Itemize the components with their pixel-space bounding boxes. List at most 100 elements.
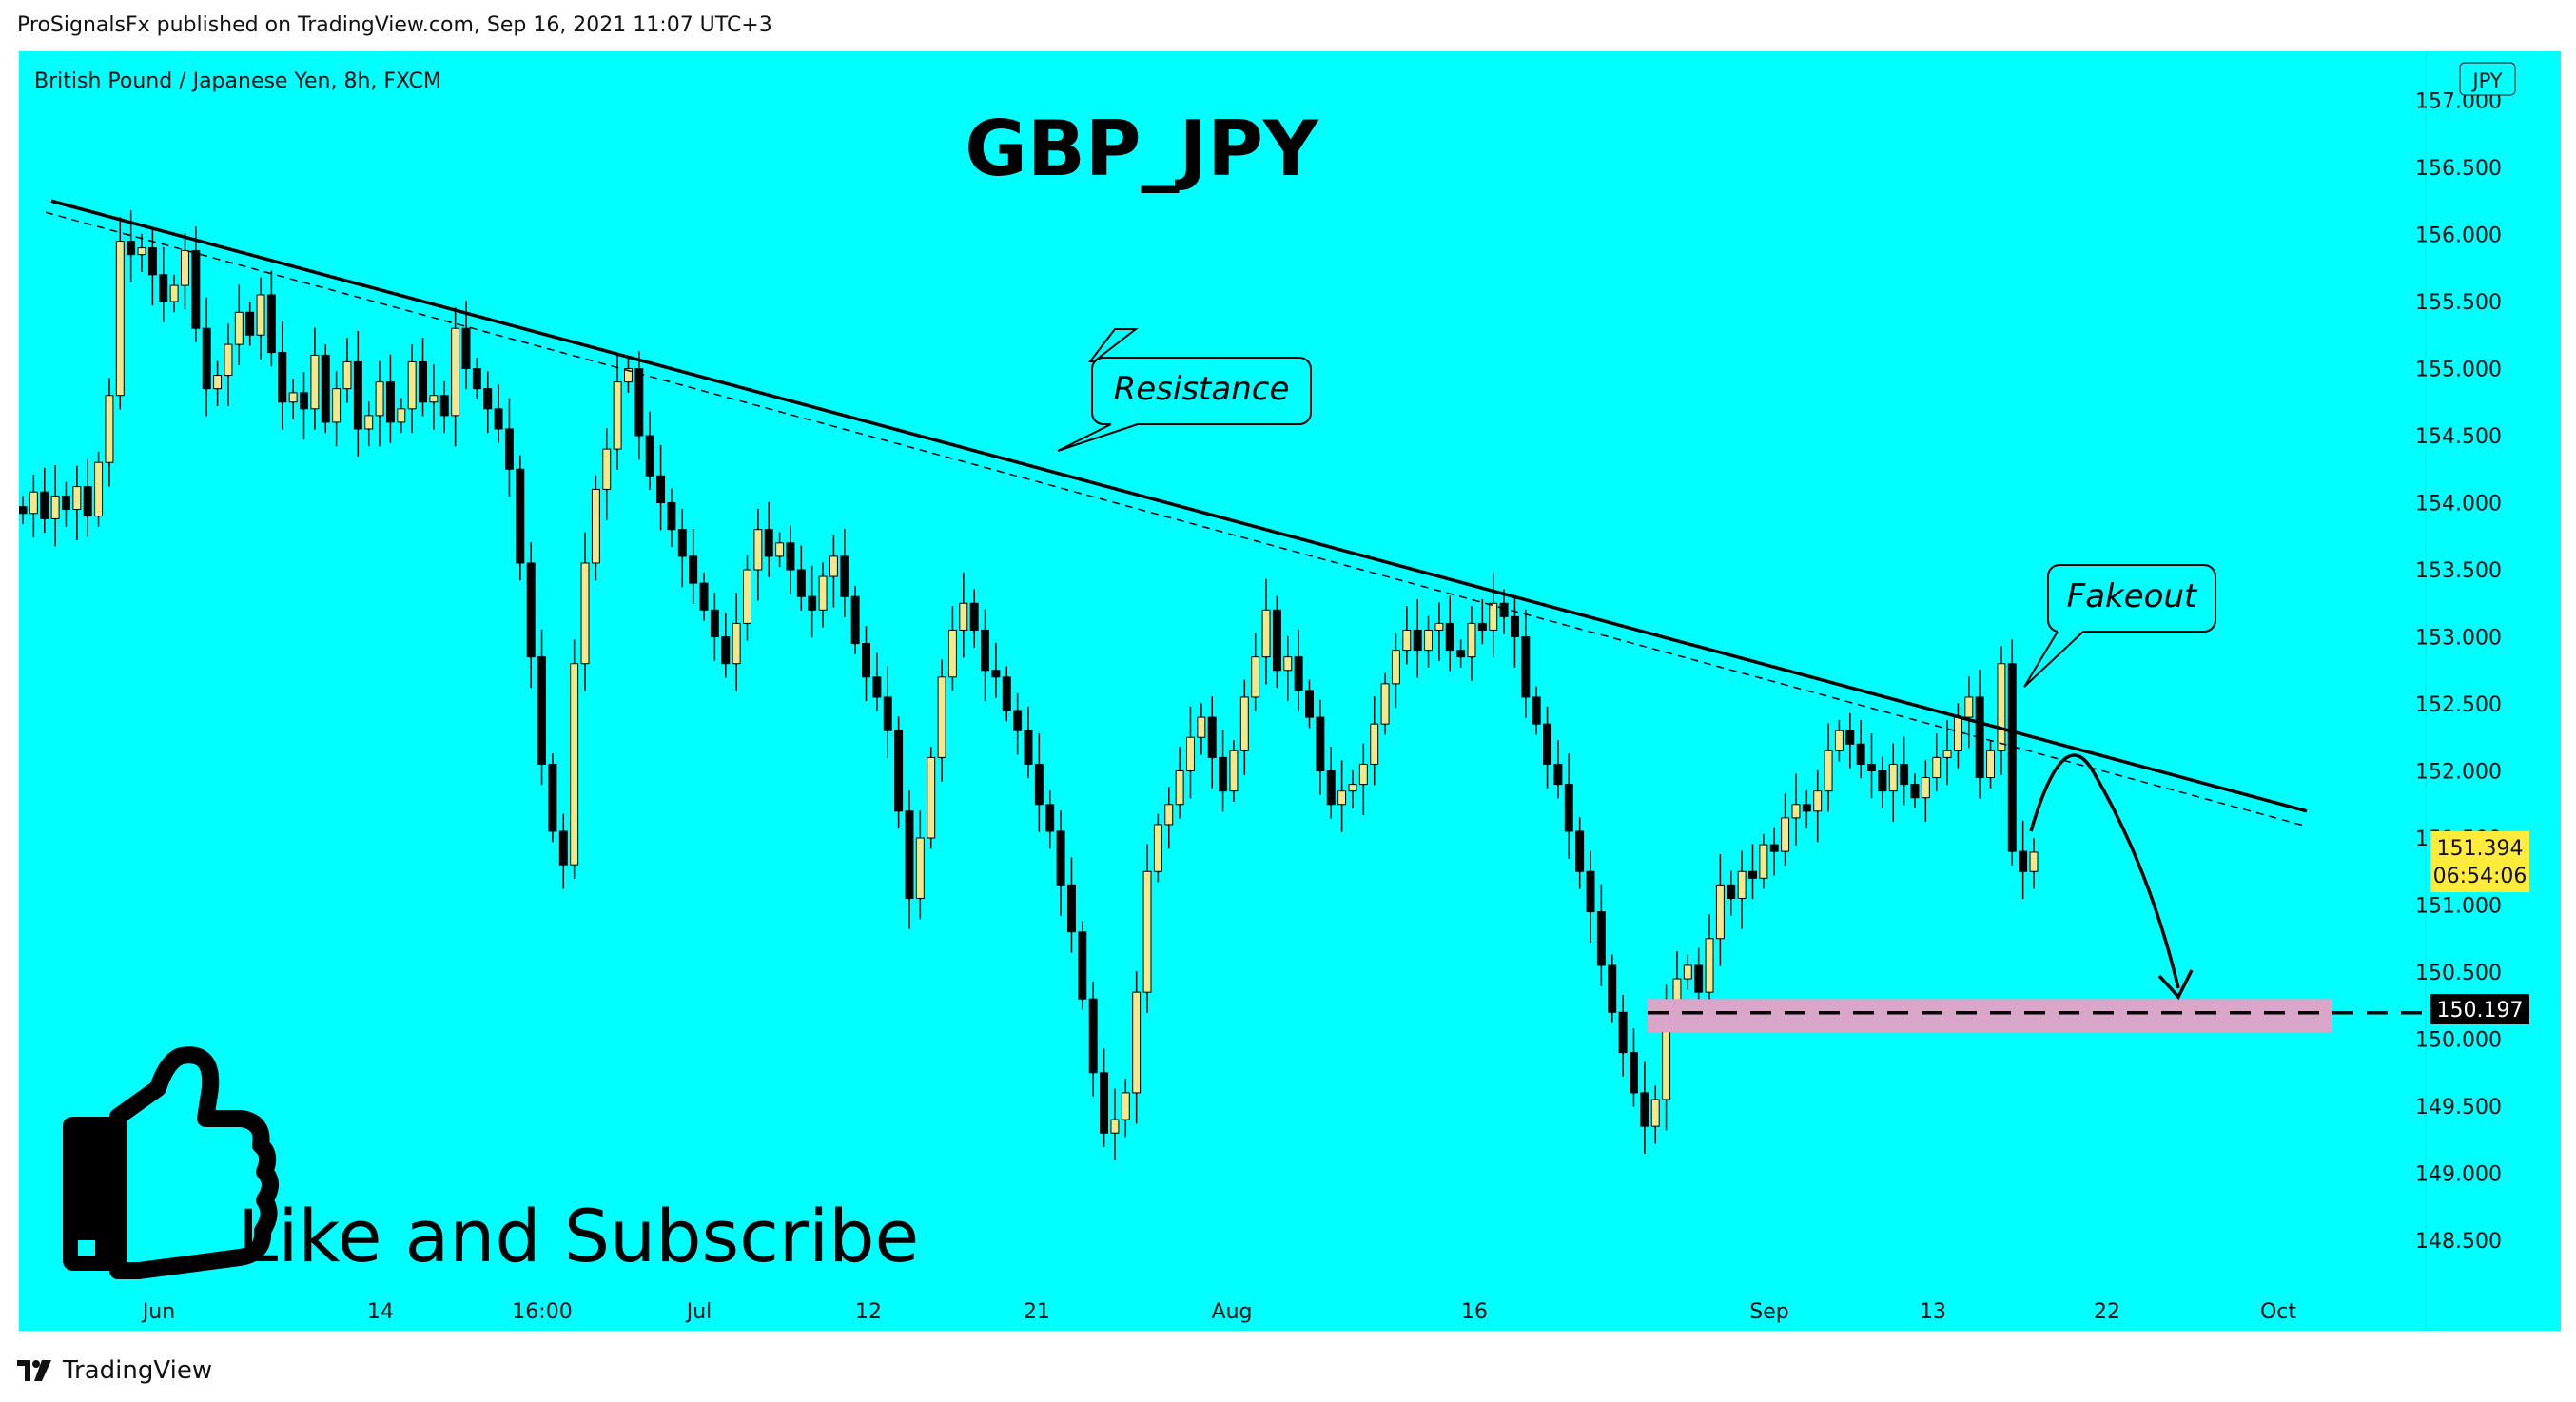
time-tick-label: 21 xyxy=(1024,1300,1050,1324)
candle xyxy=(1705,938,1714,993)
candle xyxy=(959,602,968,631)
candle xyxy=(1543,723,1552,765)
candle xyxy=(1024,730,1033,765)
candle xyxy=(927,756,936,839)
price-axis[interactable]: 157.000156.500156.000155.500155.000154.5… xyxy=(2415,90,2502,1255)
price-tick-label: 149.500 xyxy=(2415,1096,2502,1120)
candle xyxy=(61,495,70,511)
price-tick-label: 152.000 xyxy=(2415,761,2502,785)
candle xyxy=(18,506,28,515)
candle xyxy=(1953,716,1962,751)
candle xyxy=(1510,615,1519,637)
candles-group xyxy=(18,210,2039,1161)
tradingview-logo-icon xyxy=(17,1360,51,1381)
candle xyxy=(721,636,731,665)
candle xyxy=(94,461,104,517)
time-axis[interactable]: Jun 14 16:00 Jul 12 21 Aug 16 Sep 13 22 Oct xyxy=(141,1300,2297,1324)
candle xyxy=(1100,1072,1109,1134)
candle xyxy=(245,311,255,336)
candle xyxy=(439,395,449,417)
candle xyxy=(1002,676,1011,711)
candle xyxy=(667,502,676,531)
candle xyxy=(1294,656,1303,691)
candle xyxy=(1153,824,1162,872)
candle xyxy=(1489,602,1498,631)
candle xyxy=(1824,750,1833,792)
time-tick-label: 13 xyxy=(1920,1300,1946,1324)
candle xyxy=(947,629,957,678)
candle xyxy=(1694,964,1704,993)
candle xyxy=(234,311,244,345)
candle xyxy=(1942,750,1952,758)
resistance-trendline[interactable] xyxy=(50,199,2308,813)
candle xyxy=(342,360,352,390)
candle xyxy=(1283,656,1293,672)
candle xyxy=(419,360,428,403)
candlestick-chart[interactable]: 157.000156.500156.000155.500155.000154.5… xyxy=(18,51,2561,1331)
candle xyxy=(1986,750,1996,779)
candle xyxy=(1650,1099,1660,1127)
candle xyxy=(580,562,590,665)
candle xyxy=(872,676,882,698)
candle xyxy=(1834,730,1844,751)
symbol-description: British Pound / Japanese Yen, 8h, FXCM xyxy=(34,69,441,93)
candle xyxy=(2019,850,2028,872)
candle xyxy=(645,435,654,477)
projection-arrowhead xyxy=(2157,969,2194,1001)
candle xyxy=(1964,696,1974,718)
price-tick-label: 150.500 xyxy=(2415,962,2502,985)
candle xyxy=(494,408,503,430)
resistance-channel-dashed[interactable] xyxy=(45,211,2308,828)
candle xyxy=(1769,844,1779,852)
candle xyxy=(169,284,179,302)
candle xyxy=(2029,851,2039,872)
price-tick-label: 156.500 xyxy=(2415,157,2502,181)
candle xyxy=(915,837,925,899)
candle xyxy=(1066,884,1076,933)
candle xyxy=(1175,770,1184,806)
candle xyxy=(50,495,60,519)
candle xyxy=(127,241,136,256)
candle xyxy=(818,575,828,611)
candle xyxy=(181,249,189,286)
target-price-label: 150.197 xyxy=(2430,994,2529,1024)
fakeout-label: Fakeout xyxy=(2067,577,2198,615)
candle xyxy=(1499,602,1509,617)
chart-area[interactable]: 157.000 156.500 156.000 155.500 155.000 154.5… xyxy=(18,51,2561,1331)
candle xyxy=(1456,650,1466,658)
time-tick-label: Aug xyxy=(1212,1300,1253,1324)
candle xyxy=(1186,736,1195,771)
fakeout-callout[interactable]: Fakeout xyxy=(2023,564,2216,688)
projection-arrow[interactable] xyxy=(2029,753,2180,989)
candle xyxy=(504,428,514,470)
candle xyxy=(1088,998,1098,1074)
candle xyxy=(385,381,395,423)
candle xyxy=(1629,1052,1638,1094)
candle xyxy=(288,392,298,403)
currency-badge[interactable]: JPY xyxy=(2459,62,2516,96)
candle xyxy=(883,696,892,731)
candle xyxy=(991,670,1001,678)
candle xyxy=(743,569,751,624)
candle xyxy=(1358,763,1368,786)
candle xyxy=(591,488,600,564)
footer-brand-label: TradingView xyxy=(63,1356,213,1385)
countdown-value: 06:54:06 xyxy=(2433,865,2527,888)
target-zone[interactable] xyxy=(1648,999,2332,1033)
candle xyxy=(981,629,990,672)
resistance-callout[interactable]: Resistance xyxy=(1057,328,1312,452)
candle xyxy=(1402,629,1412,652)
candle xyxy=(1596,911,1606,966)
candle xyxy=(1434,622,1444,631)
candle xyxy=(699,582,709,611)
candle xyxy=(862,643,870,678)
candle xyxy=(1305,690,1314,718)
candle xyxy=(1391,650,1400,685)
candle xyxy=(1910,784,1920,799)
footer-brand[interactable]: TradingView xyxy=(17,1356,212,1385)
candle xyxy=(1445,622,1454,652)
call-to-action: Like and Subscribe xyxy=(238,1194,919,1278)
candle xyxy=(1997,663,2006,751)
price-tick-label: 150.000 xyxy=(2415,1029,2502,1053)
candle xyxy=(397,408,406,423)
